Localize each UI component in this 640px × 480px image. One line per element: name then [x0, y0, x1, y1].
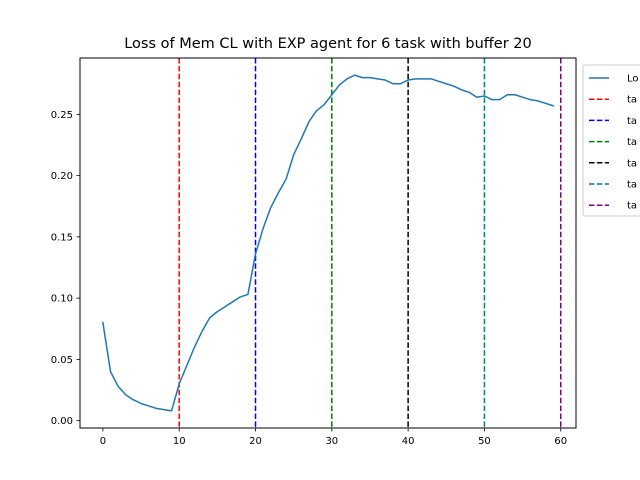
- y-tick-label-5: 0.25: [51, 110, 73, 121]
- legend-label-3: ta: [627, 137, 637, 148]
- x-tick-label-3: 30: [325, 436, 338, 447]
- legend-label-1: ta: [627, 95, 637, 106]
- x-tick-label-0: 0: [100, 436, 106, 447]
- x-tick-label-4: 40: [402, 436, 415, 447]
- x-tick-label-2: 20: [249, 436, 262, 447]
- y-tick-label-2: 0.10: [51, 294, 73, 305]
- legend-label-4: ta: [627, 158, 637, 169]
- x-tick-label-6: 60: [554, 436, 567, 447]
- chart-title: Loss of Mem CL with EXP agent for 6 task…: [124, 36, 532, 52]
- y-tick-label-0: 0.00: [51, 416, 73, 427]
- plot-frame: [79, 57, 577, 429]
- legend-label-5: ta: [627, 180, 637, 191]
- y-tick-label-1: 0.05: [51, 355, 73, 366]
- y-tick-label-3: 0.15: [51, 232, 73, 243]
- series-lines: [102, 74, 555, 412]
- task-lines: [178, 58, 562, 428]
- legend-frame: [582, 64, 640, 217]
- legend-label-0: Lo: [627, 74, 639, 85]
- x-tick-label-5: 50: [478, 436, 491, 447]
- legend: Lo ta ta ta ta ta ta: [582, 64, 640, 217]
- y-axis: 0.00 0.05 0.10 0.15 0.20 0.25: [51, 110, 80, 427]
- y-tick-label-4: 0.20: [51, 171, 73, 182]
- x-axis: 0 10 20 30 40 50 60: [100, 428, 567, 447]
- series-line-0: [102, 74, 555, 412]
- legend-label-2: ta: [627, 116, 637, 127]
- legend-label-6: ta: [627, 201, 637, 212]
- x-tick-label-1: 10: [173, 436, 186, 447]
